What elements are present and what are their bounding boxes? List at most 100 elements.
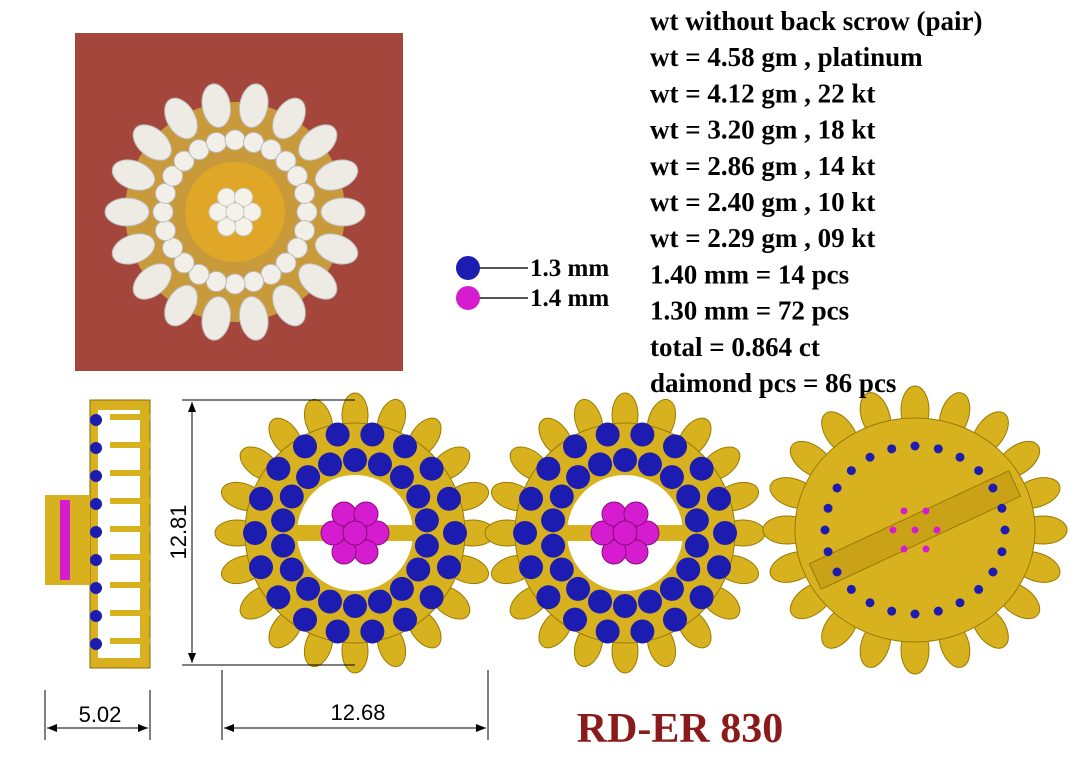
- stone: [296, 576, 321, 601]
- stone: [706, 555, 731, 580]
- stone: [294, 182, 316, 204]
- stone: [201, 83, 232, 128]
- stone: [406, 484, 431, 509]
- prong: [110, 638, 150, 644]
- stone: [90, 582, 102, 594]
- stone: [988, 483, 998, 493]
- stone: [910, 609, 920, 619]
- stone: [630, 422, 655, 447]
- stone: [271, 508, 296, 533]
- stone: [414, 533, 439, 558]
- stone: [563, 434, 587, 459]
- stone: [613, 448, 637, 472]
- stone: [104, 197, 150, 227]
- stone: [90, 498, 102, 510]
- stone: [889, 526, 897, 534]
- stone: [419, 456, 444, 481]
- stone: [238, 83, 269, 128]
- legend-label: 1.4 mm: [530, 285, 609, 312]
- stone: [823, 503, 833, 513]
- stone: [90, 414, 102, 426]
- stone: [225, 202, 245, 222]
- stone: [325, 422, 350, 447]
- stone: [988, 567, 998, 577]
- stone: [663, 434, 687, 459]
- stone: [132, 263, 172, 300]
- prong: [110, 554, 150, 560]
- stone: [243, 521, 267, 545]
- stone: [152, 201, 174, 223]
- stone: [612, 520, 638, 546]
- stone: [318, 452, 343, 477]
- stone: [865, 598, 875, 608]
- stone: [266, 585, 291, 610]
- stone: [343, 594, 367, 618]
- stone: [406, 557, 431, 582]
- stone: [436, 486, 461, 511]
- stone: [637, 589, 662, 614]
- prong: [110, 498, 150, 504]
- stone: [588, 452, 613, 477]
- stone: [595, 422, 620, 447]
- stone: [955, 452, 965, 462]
- stone: [224, 273, 246, 295]
- stone: [846, 584, 856, 594]
- stone: [659, 465, 684, 490]
- stone: [900, 545, 908, 553]
- stone: [911, 526, 919, 534]
- stone: [205, 131, 227, 153]
- legend-swatch: [456, 286, 480, 310]
- stone: [296, 201, 318, 223]
- stone: [659, 576, 684, 601]
- stone: [974, 466, 984, 476]
- spec-line: wt = 2.86 gm , 14 kt: [650, 151, 875, 181]
- stone: [314, 233, 359, 265]
- stone: [318, 589, 343, 614]
- stone: [443, 521, 467, 545]
- stone: [922, 507, 930, 515]
- stone: [997, 503, 1007, 513]
- prong: [110, 470, 150, 476]
- stone: [279, 484, 304, 509]
- spec-line: wt = 3.20 gm , 18 kt: [650, 115, 875, 145]
- stone: [823, 547, 833, 557]
- stone: [360, 422, 385, 447]
- stone: [201, 296, 232, 341]
- stone: [684, 508, 709, 533]
- stone: [601, 539, 627, 565]
- stone: [588, 589, 613, 614]
- photo-earring: [104, 83, 366, 341]
- stone: [566, 576, 591, 601]
- stone: [436, 555, 461, 580]
- legend: 1.3 mm 1.4 mm: [456, 255, 609, 312]
- stone: [296, 465, 321, 490]
- prong: [110, 582, 150, 588]
- stone: [132, 124, 172, 161]
- stone: [595, 619, 620, 644]
- stone: [217, 217, 236, 237]
- stone: [188, 263, 210, 285]
- stone: [922, 545, 930, 553]
- stone: [90, 554, 102, 566]
- isometric-view: [762, 385, 1068, 675]
- stone: [286, 237, 308, 259]
- stone: [419, 585, 444, 610]
- stone: [389, 465, 414, 490]
- legend-label: 1.3 mm: [530, 255, 609, 282]
- stone: [90, 610, 102, 622]
- spec-line: 1.30 mm = 72 pcs: [650, 296, 849, 326]
- stone: [162, 165, 184, 187]
- stone: [243, 271, 265, 293]
- stone: [955, 598, 965, 608]
- prong: [110, 414, 150, 420]
- stone: [234, 187, 253, 207]
- stone: [320, 197, 366, 227]
- legend-swatch: [456, 256, 480, 280]
- spec-line: total = 0.864 ct: [650, 332, 820, 362]
- stone: [173, 252, 195, 274]
- stone: [887, 444, 897, 454]
- stone: [637, 452, 662, 477]
- stone: [910, 441, 920, 451]
- stone: [331, 539, 357, 565]
